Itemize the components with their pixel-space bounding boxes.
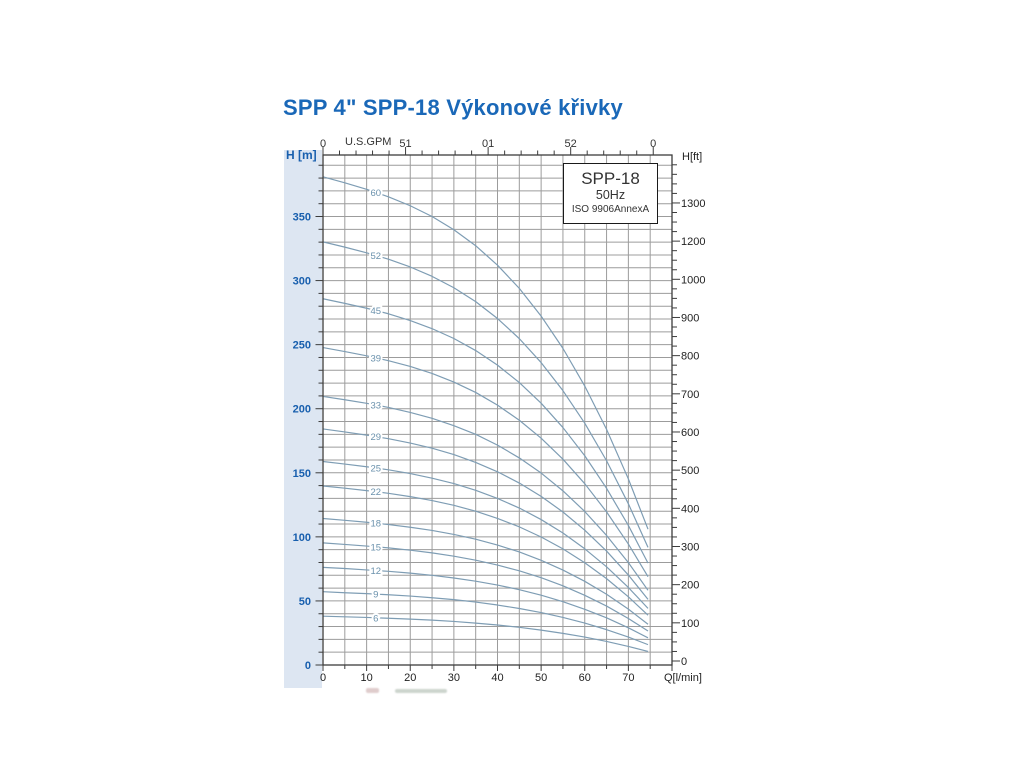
top-axis-tick-label: 0 [650,138,656,150]
curve-label-18: 18 [370,519,381,530]
right-axis-tick-label: 1000 [681,274,705,286]
curve-label-9: 9 [373,590,378,601]
right-axis-unit-label: H[ft] [682,151,703,163]
right-axis-tick-label: 0 [681,656,687,668]
curve-29 [322,428,649,600]
right-axis-tick-label: 500 [681,465,699,477]
right-axis-tick-label: 900 [681,313,699,325]
curve-18 [322,517,649,625]
curve-label-6: 6 [373,613,378,624]
curve-9 [322,591,649,646]
curve-label-15: 15 [370,542,381,553]
bottom-axis-unit-label: Q[l/min] [664,672,702,684]
axis-ticks [315,147,680,671]
curve-22 [322,485,649,616]
right-axis-tick-label: 1300 [681,198,705,210]
left-axis-tick-label: 300 [293,276,311,288]
left-axis-tick-label: 200 [293,404,311,416]
curve-label-12: 12 [370,566,381,577]
curve-label-52: 52 [370,251,381,262]
bottom-axis-tick-label: 0 [320,672,326,684]
curve-52 [322,241,649,548]
curve-12 [322,566,649,639]
curve-label-29: 29 [370,432,381,443]
watermark-fragment [366,688,379,693]
curve-label-25: 25 [370,464,381,475]
axis-tick-labels: 0 51 01 52 005010015020025030035013001200100… [293,138,706,684]
curve-label-60: 60 [370,188,381,199]
curve-label-33: 33 [370,401,381,412]
curve-60 [322,176,649,530]
bottom-axis-tick-label: 30 [448,672,460,684]
curve-39 [322,347,649,578]
right-axis-tick-label: 700 [681,389,699,401]
curve-15 [322,542,649,632]
right-axis-tick-label: 400 [681,503,699,515]
bottom-axis-tick-label: 70 [622,672,634,684]
right-axis-tick-label: 1200 [681,236,705,248]
top-axis-unit-label: U.S.GPM [345,136,392,148]
curve-labels: 60 52 45 39 33 29 25 22 18 15 12 9 6 [368,186,383,626]
page-title: SPP 4" SPP-18 Výkonové křivky [283,94,623,120]
top-axis-tick-label: 52 [565,138,577,150]
bottom-axis-tick-label: 40 [491,672,503,684]
left-axis-tick-label: 350 [293,212,311,224]
curve-33 [322,395,649,591]
bottom-axis-tick-label: 10 [361,672,373,684]
legend-frequency: 50Hz [595,188,626,202]
right-axis-tick-label: 800 [681,351,699,363]
left-axis-tick-label: 150 [293,468,311,480]
left-axis-tick-label: 100 [293,532,311,544]
left-axis-tick-label: 250 [293,340,311,352]
right-axis-tick-label: 600 [681,427,699,439]
curve-6 [322,615,649,652]
legend-model: SPP-18 [581,169,640,188]
right-axis-tick-label: 300 [681,542,699,554]
legend-standard: ISO 9906AnnexA [571,204,650,215]
left-axis-panel [284,150,322,688]
left-axis-unit-label: H [m] [286,148,317,162]
bottom-axis-tick-label: 20 [404,672,416,684]
legend-box: SPP-18 50Hz ISO 9906AnnexA [563,163,658,224]
curve-label-45: 45 [370,306,381,317]
curves [322,176,649,652]
top-axis-tick-label: 01 [482,138,494,150]
left-axis-tick-label: 50 [299,596,311,608]
top-axis-tick-label: 51 [399,138,411,150]
curve-label-39: 39 [370,353,381,364]
curve-25 [322,460,649,609]
bottom-axis-tick-label: 60 [579,672,591,684]
bottom-axis-tick-label: 50 [535,672,547,684]
right-axis-tick-label: 200 [681,580,699,592]
watermark-fragment [395,689,447,693]
top-axis-tick-label: 0 [320,138,326,150]
curve-label-22: 22 [370,487,381,498]
right-axis-tick-label: 100 [681,618,699,630]
left-axis-tick-label: 0 [305,660,311,672]
curve-45 [322,298,649,564]
